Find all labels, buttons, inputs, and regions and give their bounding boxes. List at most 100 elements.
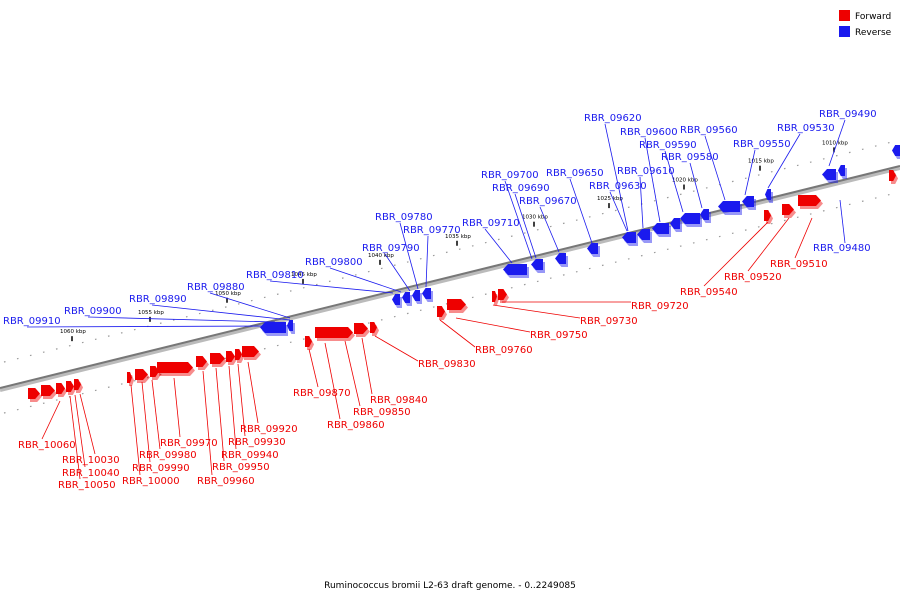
gene-label: RBR_09590 — [639, 140, 697, 151]
label-leaders — [26, 119, 846, 480]
forward-gene — [28, 388, 40, 399]
tick-label: 1025 kbp — [597, 196, 623, 202]
gene-label: RBR_09860 — [327, 420, 385, 431]
leader-line — [361, 337, 373, 395]
forward-gene — [196, 356, 207, 367]
gene-label: RBR_09760 — [475, 345, 533, 356]
forward-gene — [41, 385, 55, 396]
gene-label: RBR_09930 — [228, 437, 286, 448]
leader-line — [664, 150, 684, 213]
reverse-gene — [531, 259, 543, 270]
reverse-gene — [587, 243, 598, 254]
leader-line — [324, 342, 341, 420]
forward-gene — [782, 204, 794, 215]
gene-label: RBR_09690 — [492, 183, 550, 194]
gene-label: RBR_09870 — [293, 388, 351, 399]
leader-line — [703, 221, 769, 287]
forward-gene — [492, 291, 497, 302]
gene-label: RBR_09550 — [733, 139, 791, 150]
reverse-gene — [422, 288, 431, 299]
gene-label: RBR_09720 — [631, 301, 689, 312]
forward-gene — [157, 362, 193, 373]
leader-line — [794, 217, 813, 259]
reverse-gene — [652, 223, 669, 234]
leader-line — [269, 280, 394, 294]
reverse-gene — [287, 320, 293, 331]
forward-gene — [437, 306, 445, 317]
gene-label: RBR_09800 — [305, 257, 363, 268]
gene-label: RBR_09960 — [197, 476, 255, 487]
legend-reverse-label: Reverse — [855, 28, 892, 38]
leader-line — [609, 191, 628, 232]
gene-label: RBR_10030 — [62, 455, 120, 466]
gene-label: RBR_09950 — [212, 462, 270, 473]
reverse-gene — [822, 169, 836, 180]
leader-line — [484, 228, 513, 264]
caption: Ruminococcus bromii L2-63 draft genome. … — [324, 581, 576, 591]
gene-label: RBR_09880 — [187, 282, 245, 293]
leader-line — [209, 292, 291, 319]
gene-label: RBR_09770 — [403, 225, 461, 236]
gene-label: RBR_09700 — [481, 170, 539, 181]
gene-label: RBR_09730 — [580, 316, 638, 327]
leader-line — [747, 217, 790, 272]
leader-line — [74, 394, 86, 468]
reverse-gene — [260, 322, 286, 333]
leader-line — [237, 363, 246, 437]
forward-gene — [56, 383, 65, 394]
reverse-gene — [765, 189, 771, 200]
leader-line — [839, 199, 846, 244]
tick-label: 1030 kbp — [522, 215, 548, 221]
forward-gene — [226, 351, 235, 362]
leader-line — [247, 361, 259, 424]
forward-gene — [498, 289, 507, 300]
gene-label: RBR_09940 — [221, 450, 279, 461]
leader-line — [202, 370, 213, 476]
leader-line — [141, 381, 151, 463]
leader-line — [79, 393, 96, 455]
gene-label: RBR_09540 — [680, 287, 738, 298]
forward-gene — [127, 372, 132, 383]
leader-line — [344, 340, 361, 407]
gene-label: RBR_09610 — [617, 166, 675, 177]
forward-gene — [150, 366, 159, 377]
gene-label: RBR_09580 — [661, 152, 719, 163]
leader-line — [151, 304, 291, 321]
leader-line — [455, 317, 531, 333]
forward-gene — [66, 381, 74, 392]
gene-label: RBR_09520 — [724, 272, 782, 283]
leader-line — [69, 395, 81, 480]
gene-label: RBR_09560 — [680, 125, 738, 136]
tick-label: 1060 kbp — [60, 329, 86, 335]
leader-line — [215, 367, 225, 462]
legend: Forward Reverse — [839, 10, 892, 38]
tick-label: 1010 kbp — [822, 140, 848, 146]
gene-label: RBR_09650 — [546, 168, 604, 179]
leader-line — [828, 119, 846, 167]
leader-line — [87, 316, 276, 323]
gene-label: RBR_09810 — [246, 270, 304, 281]
leader-line — [514, 193, 537, 259]
leader-line — [744, 149, 756, 196]
tick-label: 1035 kbp — [445, 234, 471, 240]
reverse-gene — [670, 218, 680, 229]
leader-line — [492, 304, 581, 319]
forward-gene — [798, 195, 821, 206]
tick-label: 1015 kbp — [748, 159, 774, 165]
gene-label: RBR_09710 — [462, 218, 520, 229]
forward-gene — [305, 336, 312, 347]
tick-label: 1050 kbp — [215, 291, 241, 297]
leader-line — [504, 180, 533, 260]
gene-label: RBR_09890 — [129, 294, 187, 305]
leader-line — [425, 235, 429, 288]
gene-label: RBR_09970 — [160, 438, 218, 449]
reverse-gene — [402, 292, 410, 303]
forward-gene — [135, 369, 148, 380]
gene-label: RBR_10000 — [122, 476, 180, 487]
gene-label: RBR_09920 — [240, 424, 298, 435]
gene-label: RBR_09490 — [819, 109, 877, 120]
leader-line — [41, 400, 61, 440]
leader-line — [26, 325, 266, 328]
leader-line — [399, 222, 419, 290]
leader-line — [151, 379, 161, 450]
